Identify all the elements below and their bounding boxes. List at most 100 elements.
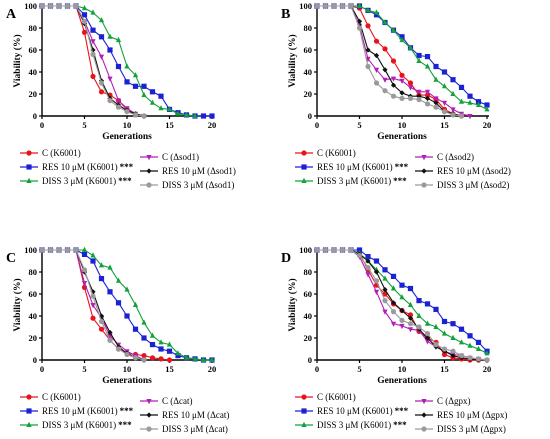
data-point (158, 93, 164, 99)
series-0 (314, 247, 490, 363)
data-point (382, 298, 388, 304)
data-point (390, 309, 397, 315)
y-axis-title: Viability (%) (12, 278, 23, 331)
y-tick-label: 40 (29, 311, 38, 321)
series-4 (39, 3, 147, 119)
data-point (107, 98, 113, 104)
data-point (365, 258, 371, 264)
data-point (56, 3, 62, 9)
significance-marker: *** (118, 176, 132, 186)
data-point (467, 355, 473, 361)
data-point (98, 262, 105, 268)
data-point (314, 247, 320, 253)
data-point (124, 351, 130, 358)
data-point (124, 109, 130, 115)
legend-swatch-marker (146, 412, 152, 418)
data-point (373, 289, 380, 295)
data-point (200, 356, 207, 362)
data-point (373, 80, 380, 86)
data-point (200, 113, 207, 119)
significance-marker: *** (118, 420, 132, 430)
data-point (107, 76, 113, 82)
y-tick-label: 40 (304, 311, 313, 321)
data-point (433, 100, 439, 106)
data-point (47, 3, 54, 9)
y-tick-label: 100 (299, 1, 312, 11)
data-point (166, 357, 173, 363)
data-point (416, 57, 422, 63)
legend-label: C (Δsod2) (437, 152, 474, 162)
data-point (322, 3, 329, 9)
data-point (81, 267, 88, 273)
data-point (115, 36, 122, 43)
data-point (399, 95, 405, 101)
legend-label: RES 10 μM (Δsod2) (437, 166, 511, 176)
data-point (175, 350, 181, 356)
x-tick-label: 0 (40, 120, 44, 130)
legend-label: C (K6001) (42, 148, 81, 158)
data-point (458, 98, 465, 104)
data-point (416, 89, 422, 95)
y-tick-label: 80 (304, 267, 313, 277)
significance-marker: *** (395, 162, 409, 172)
data-point (166, 341, 173, 347)
data-point (81, 251, 88, 257)
y-tick-label: 60 (29, 289, 38, 299)
data-point (115, 277, 122, 283)
data-point (124, 79, 130, 85)
data-point (407, 312, 414, 318)
data-point (107, 47, 113, 53)
data-point (458, 113, 465, 119)
series-4 (314, 247, 490, 363)
y-tick-label: 100 (24, 245, 37, 255)
data-point (424, 320, 431, 326)
data-point (141, 357, 147, 363)
significance-marker: *** (393, 176, 407, 186)
data-point (390, 58, 397, 64)
data-point (424, 95, 431, 101)
data-point (132, 326, 139, 332)
legend-swatch-marker (146, 168, 152, 174)
data-point (399, 317, 405, 323)
y-axis-title: Viability (%) (287, 278, 298, 331)
data-point (407, 315, 414, 321)
data-point (390, 82, 397, 88)
data-point (390, 321, 397, 327)
legend-swatch-marker (146, 399, 152, 405)
x-tick-label: 5 (82, 120, 86, 130)
data-point (399, 294, 405, 300)
x-axis-title: Generations (377, 132, 427, 142)
legend-label: C (K6001) (317, 148, 356, 158)
legend-swatch-marker (301, 408, 307, 414)
data-point (399, 282, 405, 288)
series-1 (314, 247, 490, 354)
series-line (42, 5, 145, 117)
legend-swatch-marker (421, 182, 427, 188)
data-point (365, 265, 371, 271)
data-point (331, 3, 337, 9)
x-tick-label: 10 (398, 364, 407, 374)
y-tick-label: 100 (299, 245, 312, 255)
data-point (433, 104, 439, 110)
data-point (441, 83, 448, 89)
x-tick-label: 5 (357, 120, 361, 130)
legend-label: C (K6001) (317, 392, 356, 402)
x-tick-label: 20 (208, 364, 217, 374)
data-point (209, 113, 215, 119)
data-point (382, 88, 388, 94)
legend-item: DISS 3 μM (K6001) *** (20, 420, 132, 430)
data-point (124, 286, 130, 292)
data-point (382, 287, 388, 293)
legend-label: C (K6001) (42, 392, 81, 402)
data-point (407, 327, 414, 333)
data-point (382, 291, 388, 297)
x-tick-label: 5 (82, 364, 86, 374)
series-2 (314, 246, 490, 356)
significance-marker: *** (120, 406, 134, 416)
data-point (433, 323, 439, 329)
x-tick-label: 20 (483, 364, 492, 374)
legend-label: C (Δgpx) (437, 396, 471, 406)
y-tick-label: 0 (308, 355, 312, 365)
y-tick-label: 40 (29, 67, 38, 77)
legend-item: RES 10 μM (K6001) *** (295, 406, 409, 416)
